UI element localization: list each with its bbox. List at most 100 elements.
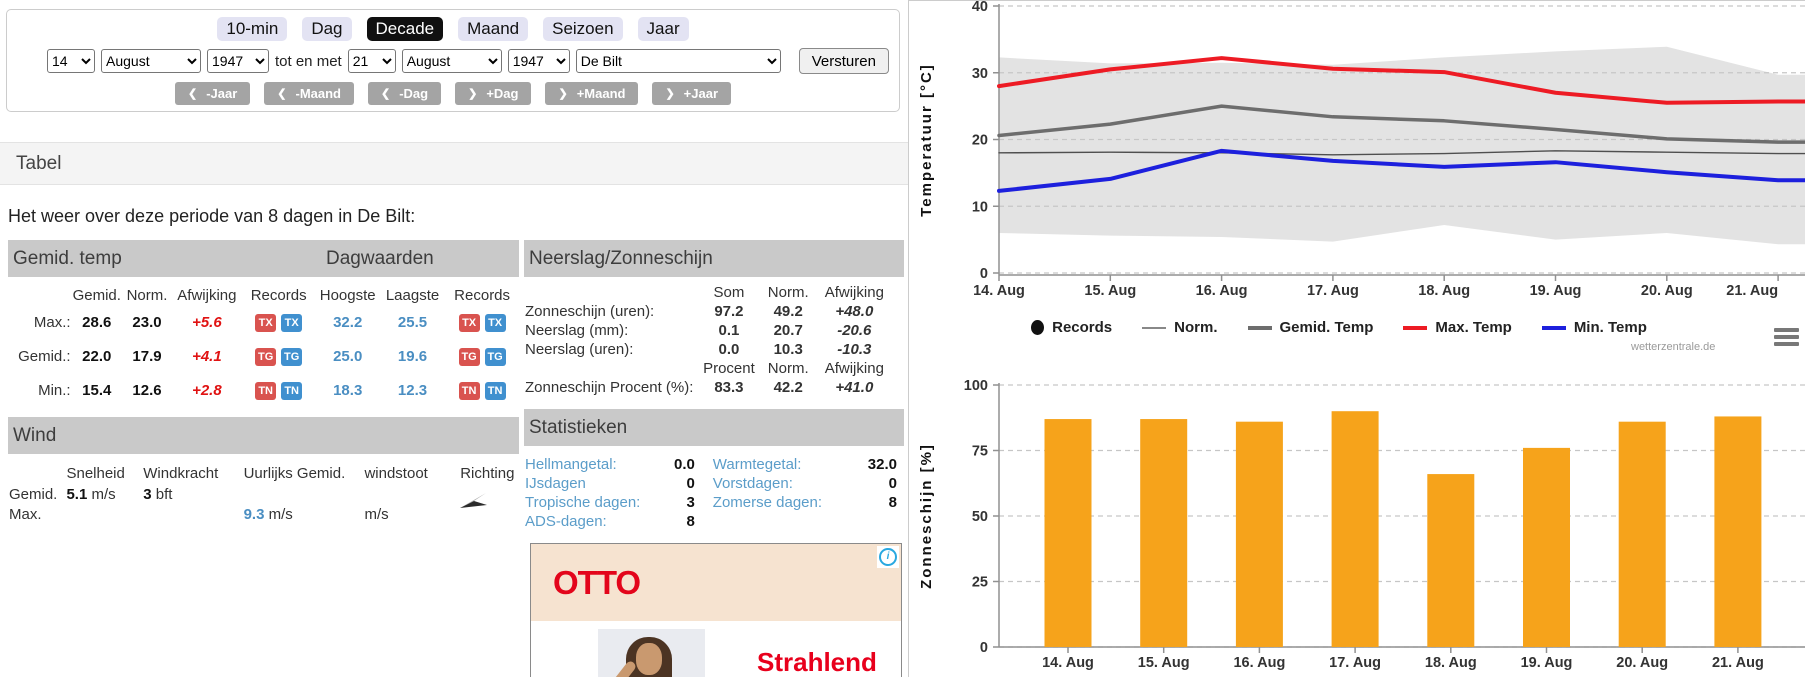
windstoot-link[interactable]: 9.3 <box>243 505 265 523</box>
svg-text:14. Aug: 14. Aug <box>973 283 1025 299</box>
legend-item[interactable]: Norm. <box>1142 319 1218 336</box>
svg-text:14. Aug: 14. Aug <box>1042 655 1094 671</box>
ijsdagen-link[interactable]: IJsdagen <box>525 475 586 492</box>
statistieken-section-header: Statistieken <box>524 409 904 446</box>
tab-jaar[interactable]: Jaar <box>637 17 689 41</box>
zomerse-dagen-link[interactable]: Zomerse dagen: <box>712 494 823 511</box>
hellmangetal-link[interactable]: Hellmangetal: <box>525 456 617 473</box>
dagwaarden-header: Dagwaarden <box>326 248 434 269</box>
record-badge-tg-red[interactable]: TG <box>458 347 480 366</box>
svg-text:16. Aug: 16. Aug <box>1196 283 1248 299</box>
record-badge-tg-blue[interactable]: TG <box>484 347 506 366</box>
neerslag-procent-row: Zonneschijn Procent (%): 83.3 42.2 +41.0 <box>525 379 874 396</box>
chart-menu-icon[interactable] <box>1774 328 1799 349</box>
legend-line-icon <box>1541 325 1566 330</box>
chevron-right-icon: ❯ <box>558 88 568 100</box>
svg-text:100: 100 <box>964 378 988 394</box>
tab-maand[interactable]: Maand <box>458 17 529 41</box>
wind-row-gemid: Gemid. 5.1 m/s 3 bft <box>8 484 519 508</box>
tab-dag[interactable]: Dag <box>302 17 352 41</box>
svg-text:15. Aug: 15. Aug <box>1084 283 1136 299</box>
svg-text:19. Aug: 19. Aug <box>1521 655 1573 671</box>
svg-text:25: 25 <box>972 575 988 591</box>
chevron-right-icon: ❯ <box>665 88 675 100</box>
between-label: tot en met <box>275 52 342 70</box>
legend-line-icon <box>1247 325 1272 330</box>
tab-seizoen[interactable]: Seizoen <box>543 17 623 41</box>
plus-dag-button[interactable]: ❯ +Dag <box>455 82 532 105</box>
to-month-select[interactable]: August <box>401 49 502 73</box>
svg-text:18. Aug: 18. Aug <box>1418 283 1470 299</box>
ad-model-photo <box>598 629 705 677</box>
table-row-min: Min.: 15.4 12.6 +2.8 TN TN 18.3 12.3 TN TN <box>8 373 519 407</box>
table-row-gemid: Gemid.: 22.0 17.9 +4.1 TG TG 25.0 19.6 TG… <box>8 339 519 373</box>
svg-text:40: 40 <box>972 1 988 15</box>
temperature-table: Gemid. Norm. Afwijking Records Hoogste L… <box>8 285 519 407</box>
from-day-select[interactable]: 14 <box>47 49 95 73</box>
ad-info-icon[interactable]: i <box>877 546 899 568</box>
neerslag-row: Zonneschijn (uren): 97.2 49.2 +48.0 <box>525 303 874 320</box>
legend-item[interactable]: Max. Temp <box>1403 319 1512 336</box>
record-badge-tn-blue[interactable]: TN <box>281 381 303 400</box>
record-badge-tn-red[interactable]: TN <box>458 381 480 400</box>
record-badge-tg-blue[interactable]: TG <box>281 347 303 366</box>
record-badge-tx-blue[interactable]: TX <box>281 313 303 332</box>
legend-item[interactable]: Min. Temp <box>1541 319 1647 336</box>
svg-text:17. Aug: 17. Aug <box>1307 283 1359 299</box>
warmtegetal-link[interactable]: Warmtegetal: <box>712 456 802 473</box>
wind-row-max: Max. 9.3 m/s m/s <box>9 505 389 523</box>
record-badge-tx-red[interactable]: TX <box>458 313 480 332</box>
tabel-section-header[interactable]: Tabel <box>0 142 908 185</box>
otto-advertisement[interactable]: OTTO i Strahlend schön <box>530 543 902 677</box>
svg-text:75: 75 <box>972 444 988 460</box>
to-day-select[interactable]: 21 <box>347 49 396 73</box>
record-badge-tn-red[interactable]: TN <box>255 381 277 400</box>
legend-line-icon <box>1142 326 1167 329</box>
station-select[interactable]: De Bilt <box>575 49 781 73</box>
svg-text:21. Aug: 21. Aug <box>1712 655 1764 671</box>
wind-table: Snelheid Windkracht Uurlijks Gemid. wind… <box>8 463 519 524</box>
record-badge-tg-red[interactable]: TG <box>255 347 277 366</box>
svg-text:50: 50 <box>972 509 988 525</box>
temperature-chart: 0 10 20 30 40 14. Aug 15. Aug 16. Aug 17. Aug 18.… <box>918 1 1805 299</box>
tab-decade[interactable]: Decade <box>366 17 444 41</box>
svg-text:17. Aug: 17. Aug <box>1329 655 1381 671</box>
record-badge-tx-blue[interactable]: TX <box>484 313 506 332</box>
plus-jaar-button[interactable]: ❯ +Jaar <box>652 82 732 105</box>
svg-text:20. Aug: 20. Aug <box>1641 283 1693 299</box>
tropische-dagen-link[interactable]: Tropische dagen: <box>525 494 641 511</box>
period-tabs: 10-min Dag Decade Maand Seizoen Jaar <box>7 17 899 41</box>
minus-jaar-button[interactable]: ❮ -Jaar <box>174 82 251 105</box>
stats-row: Hellmangetal: 0.0 Warmtegetal: 32.0 <box>525 456 897 473</box>
tab-10min[interactable]: 10-min <box>217 17 288 41</box>
ads-dagen-link[interactable]: ADS-dagen: <box>525 513 607 530</box>
gemid-temp-section-header: Gemid. temp Dagwaarden <box>8 240 519 277</box>
chevron-left-icon: ❮ <box>187 88 198 100</box>
stats-row: IJsdagen 0 Vorstdagen: 0 <box>525 475 897 492</box>
wind-section-header: Wind <box>8 417 519 454</box>
to-year-select[interactable]: 1947 <box>507 49 570 73</box>
minus-maand-button[interactable]: ❮ -Maand <box>264 82 354 105</box>
svg-text:0: 0 <box>980 640 988 656</box>
chevron-left-icon: ❮ <box>277 88 287 100</box>
plus-maand-button[interactable]: ❯ +Maand <box>545 82 639 105</box>
from-year-select[interactable]: 1947 <box>207 49 269 73</box>
period-controls-card: 10-min Dag Decade Maand Seizoen Jaar 14 … <box>6 9 900 112</box>
legend-line-icon <box>1403 325 1428 330</box>
legend-item[interactable]: Gemid. Temp <box>1247 319 1373 336</box>
legend-item[interactable]: Records <box>1031 319 1112 336</box>
svg-text:10: 10 <box>972 199 988 215</box>
ad-header-band: OTTO <box>531 544 901 621</box>
record-badge-tx-red[interactable]: TX <box>255 313 277 332</box>
svg-text:30: 30 <box>972 66 988 82</box>
date-range-row: 14 August 1947 tot en met 21 August 1947… <box>47 48 899 74</box>
svg-text:Temperatuur [°C]: Temperatuur [°C] <box>918 63 935 217</box>
from-month-select[interactable]: August <box>101 49 201 73</box>
submit-button[interactable]: Versturen <box>798 48 889 74</box>
vorstdagen-link[interactable]: Vorstdagen: <box>712 475 793 492</box>
record-badge-tn-blue[interactable]: TN <box>484 381 506 400</box>
stats-row: Tropische dagen: 3 Zomerse dagen: 8 <box>525 494 897 511</box>
svg-text:18. Aug: 18. Aug <box>1425 655 1477 671</box>
minus-dag-button[interactable]: ❮ -Dag <box>367 82 442 105</box>
